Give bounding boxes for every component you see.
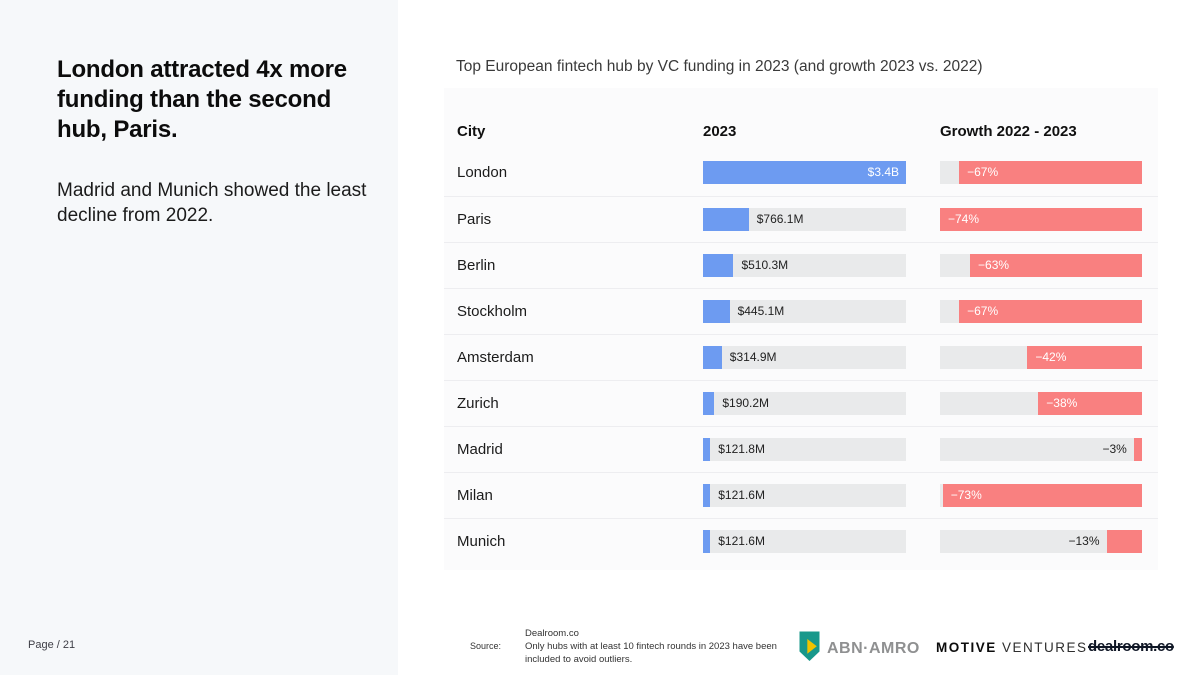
motive-ventures-logo: MOTIVE VENTURES xyxy=(936,640,1088,655)
growth-bar xyxy=(970,254,1142,277)
growth-value-label: −42% xyxy=(1035,350,1067,364)
funding-value-label: $314.9M xyxy=(729,350,777,364)
funding-bar xyxy=(703,346,722,369)
growth-value-label: −67% xyxy=(967,304,999,318)
table-body: London $3.4B −67% Paris $766.1M −74% Berlin $51… xyxy=(444,150,1158,564)
slide-headline: London attracted 4x more funding than th… xyxy=(57,56,347,143)
growth-bar-track: −63% xyxy=(940,254,1142,277)
source-name: Dealroom.co xyxy=(525,628,579,639)
column-header-2023: 2023 xyxy=(703,123,737,140)
growth-value-label: −67% xyxy=(967,165,999,179)
city-label: Berlin xyxy=(457,257,496,274)
funding-value-label: $121.6M xyxy=(718,488,765,502)
funding-bar xyxy=(703,208,749,231)
city-label: Madrid xyxy=(457,441,503,458)
funding-value-label: $510.3M xyxy=(741,258,789,272)
table-row: Stockholm $445.1M −67% xyxy=(444,288,1158,334)
column-header-city: City xyxy=(457,123,486,140)
city-label: Stockholm xyxy=(457,303,528,320)
growth-bar-track: −67% xyxy=(940,161,1142,184)
growth-bar-track: −38% xyxy=(940,392,1142,415)
source-note-text: Only hubs with at least 10 fintech round… xyxy=(525,641,777,665)
funding-bar xyxy=(703,254,734,277)
growth-bar xyxy=(959,300,1142,323)
funding-bar-track: $510.3M xyxy=(703,254,906,277)
growth-bar xyxy=(940,208,1142,231)
table-row: Milan $121.6M −73% xyxy=(444,472,1158,518)
table-row: Zurich $190.2M −38% xyxy=(444,380,1158,426)
city-label: Paris xyxy=(457,211,492,228)
funding-bar xyxy=(703,300,730,323)
city-label: Amsterdam xyxy=(457,349,534,366)
funding-bar xyxy=(703,438,711,461)
funding-value-label: $121.6M xyxy=(718,534,765,548)
funding-value-label: $121.8M xyxy=(718,442,765,456)
funding-bar-track: $766.1M xyxy=(703,208,906,231)
source-note: Dealroom.co Only hubs with at least 10 f… xyxy=(525,627,797,666)
growth-bar-track: −3% xyxy=(940,438,1142,461)
funding-bar xyxy=(703,161,906,184)
city-label: Milan xyxy=(457,487,493,504)
table-row: Berlin $510.3M −63% xyxy=(444,242,1158,288)
funding-bar-track: $445.1M xyxy=(703,300,906,323)
funding-value-label: $190.2M xyxy=(722,396,770,410)
growth-bar-track: −67% xyxy=(940,300,1142,323)
motive-wordmark-bold: MOTIVE xyxy=(936,640,997,655)
table-row: Amsterdam $314.9M −42% xyxy=(444,334,1158,380)
growth-bar xyxy=(942,484,1142,507)
growth-bar xyxy=(1133,438,1142,461)
table-row: London $3.4B −67% xyxy=(444,150,1158,196)
abn-amro-wordmark: ABN·AMRO xyxy=(827,640,920,657)
funding-bar-track: $190.2M xyxy=(703,392,906,415)
abn-amro-logo: ABN·AMRO xyxy=(799,631,920,667)
chart-panel: City 2023 Growth 2022 - 2023 London $3.4B… xyxy=(444,88,1158,570)
growth-bar xyxy=(1106,530,1142,553)
sidebar: London attracted 4x more funding than th… xyxy=(0,0,398,675)
funding-bar-track: $314.9M xyxy=(703,346,906,369)
growth-value-label: −13% xyxy=(1068,534,1100,548)
growth-value-label: −63% xyxy=(978,258,1010,272)
funding-bar-track: $3.4B xyxy=(703,161,906,184)
growth-bar-track: −42% xyxy=(940,346,1142,369)
growth-value-label: −38% xyxy=(1046,396,1078,410)
growth-value-label: −74% xyxy=(948,212,980,226)
table-row: Madrid $121.8M −3% xyxy=(444,426,1158,472)
growth-bar xyxy=(1027,346,1142,369)
table-row: Paris $766.1M −74% xyxy=(444,196,1158,242)
source-label: Source: xyxy=(470,641,502,651)
slide-subtext: Madrid and Munich showed the least decli… xyxy=(57,180,367,226)
growth-bar xyxy=(1038,392,1142,415)
funding-value-label: $445.1M xyxy=(737,304,785,318)
growth-bar-track: −74% xyxy=(940,208,1142,231)
funding-value-label: $3.4B xyxy=(867,165,899,179)
growth-value-label: −3% xyxy=(1102,442,1127,456)
growth-value-label: −73% xyxy=(950,488,982,502)
page-number: Page / 21 xyxy=(28,639,76,651)
funding-bar xyxy=(703,484,711,507)
abn-amro-shield-icon xyxy=(799,631,820,667)
city-label: London xyxy=(457,164,508,181)
city-label: Munich xyxy=(457,533,506,550)
funding-bar-track: $121.6M xyxy=(703,484,906,507)
growth-bar-track: −13% xyxy=(940,530,1142,553)
funding-bar-track: $121.6M xyxy=(703,530,906,553)
chart-title: Top European fintech hub by VC funding i… xyxy=(456,58,983,75)
funding-bar xyxy=(703,530,711,553)
motive-wordmark-regular: VENTURES xyxy=(996,640,1088,655)
growth-bar xyxy=(959,161,1142,184)
column-header-growth: Growth 2022 - 2023 xyxy=(940,123,1077,140)
funding-value-label: $766.1M xyxy=(756,212,804,226)
funding-bar-track: $121.8M xyxy=(703,438,906,461)
table-row: Munich $121.6M −13% xyxy=(444,518,1158,564)
funding-bar xyxy=(703,392,715,415)
city-label: Zurich xyxy=(457,395,499,412)
growth-bar-track: −73% xyxy=(940,484,1142,507)
dealroom-logo: dealroom.co xyxy=(1088,638,1174,655)
